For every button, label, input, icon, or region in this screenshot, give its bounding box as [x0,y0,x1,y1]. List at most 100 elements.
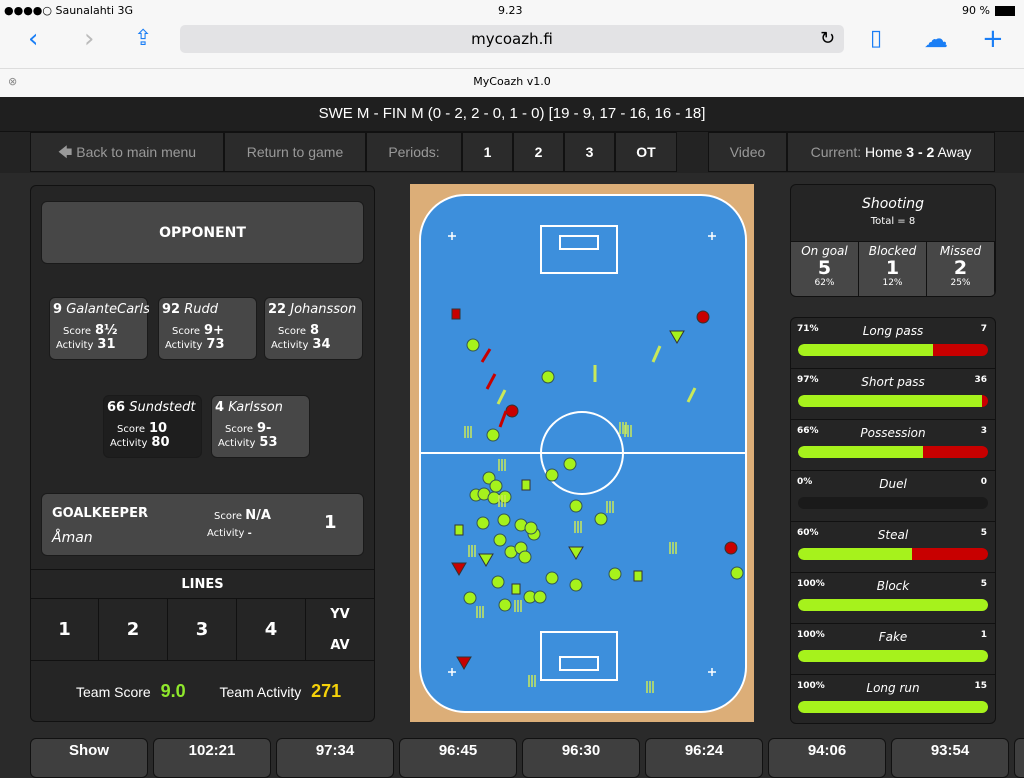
highlight-button[interactable]: 96:24 [645,738,763,778]
faceoff-dot[interactable] [708,232,716,240]
run-marker[interactable] [498,459,506,471]
rink-map[interactable] [410,184,754,722]
goalkeeper-card[interactable]: GOALKEEPER Åman Score N/A Activity - 1 [41,493,364,556]
highlight-button[interactable]: Show [30,738,148,778]
period-3-button[interactable]: 3 [564,132,615,172]
shot-blocked[interactable]: Blocked 1 12% [859,241,927,296]
event-marker[interactable] [608,567,622,581]
pass-arrow[interactable] [485,373,497,390]
square-marker[interactable] [521,479,531,491]
faceoff-dot[interactable] [448,668,456,676]
highlight-button[interactable]: 97:34 [276,738,394,778]
bookmarks-icon[interactable]: ▯ [870,26,883,51]
close-tab-icon[interactable]: ⊗ [8,75,18,88]
triangle-marker[interactable] [478,553,494,567]
event-marker[interactable] [487,491,501,505]
event-marker[interactable] [518,550,532,564]
event-marker[interactable] [476,516,490,530]
square-marker[interactable] [451,308,461,320]
event-marker[interactable] [545,468,559,482]
run-marker[interactable] [476,606,484,618]
event-marker-red[interactable] [724,541,738,555]
forward-icon[interactable]: › [84,24,95,54]
run-marker[interactable] [574,521,582,533]
event-marker[interactable] [486,428,500,442]
line-4-button[interactable]: 4 [237,599,306,661]
highlight-button[interactable]: 93:54 [891,738,1009,778]
back-icon[interactable]: ‹ [28,24,39,54]
pass-arrow[interactable] [496,389,507,405]
square-marker[interactable] [511,583,521,595]
pass-arrow[interactable] [686,387,697,403]
triangle-marker[interactable] [669,330,685,344]
pass-arrow[interactable] [651,345,662,363]
event-marker[interactable] [463,591,477,605]
reload-icon[interactable]: ↻ [820,28,836,49]
square-marker[interactable] [454,524,464,536]
event-marker[interactable] [498,598,512,612]
run-marker[interactable] [619,422,627,434]
event-marker[interactable] [569,499,583,513]
run-marker[interactable] [468,545,476,557]
run-marker[interactable] [464,426,472,438]
pass-arrow[interactable] [480,348,492,363]
yv-button[interactable]: YV [330,607,350,622]
event-marker[interactable] [524,521,538,535]
triangle-marker-red[interactable] [456,656,472,670]
event-marker-red[interactable] [505,404,519,418]
line-2-button[interactable]: 2 [99,599,168,661]
share-icon[interactable]: ⇪ [134,26,153,51]
triangle-marker-red[interactable] [451,562,467,576]
run-marker[interactable] [646,681,654,693]
run-marker[interactable] [606,501,614,513]
tab-bar[interactable]: ⊗ MyCoazh v1.0 [0,68,1024,97]
run-marker[interactable] [498,495,506,507]
av-button[interactable]: AV [330,638,350,653]
event-marker[interactable] [493,533,507,547]
period-ot-button[interactable]: OT [615,132,677,172]
line-3-button[interactable]: 3 [168,599,237,661]
stat-row[interactable]: 0% Duel 0 [791,470,995,521]
event-marker[interactable] [533,590,547,604]
event-marker[interactable] [491,575,505,589]
back-to-main-menu-button[interactable]: 🡄 Back to main menu [30,132,224,172]
stat-row[interactable]: 71% Long pass 7 [791,318,995,368]
run-marker[interactable] [514,600,522,612]
faceoff-dot[interactable] [708,668,716,676]
line-1-button[interactable]: 1 [31,599,99,661]
shot-missed[interactable]: Missed 2 25% [927,241,995,296]
highlight-button[interactable]: 102:21 [153,738,271,778]
event-marker[interactable] [541,370,555,384]
faceoff-dot[interactable] [448,232,456,240]
run-marker[interactable] [624,425,632,437]
cloud-icon[interactable]: ☁ [924,25,948,53]
player-card[interactable]: 22 Johansson Score 8 Activity 34 [264,297,363,360]
pass-arrow[interactable] [498,410,508,428]
player-card[interactable]: 4 Karlsson Score 9- Activity 53 [211,395,310,458]
new-tab-icon[interactable]: + [982,24,1004,54]
highlight-button[interactable]: 94:06 [768,738,886,778]
run-marker[interactable] [528,675,536,687]
stat-row[interactable]: 97% Short pass 36 [791,368,995,419]
period-2-button[interactable]: 2 [513,132,564,172]
period-1-button[interactable]: 1 [462,132,513,172]
player-card[interactable]: 66 Sundstedt Score 10 Activity 80 [103,395,202,458]
event-marker[interactable] [594,512,608,526]
stat-row[interactable]: 60% Steal 5 [791,521,995,572]
highlight-button[interactable]: 96:45 [399,738,517,778]
player-card[interactable]: 92 Rudd Score 9+ Activity 73 [158,297,257,360]
shot-on-goal[interactable]: On goal 5 62% [791,241,859,296]
event-marker[interactable] [489,479,503,493]
video-button[interactable]: Video [708,132,787,172]
run-marker[interactable] [669,542,677,554]
stat-row[interactable]: 100% Fake 1 [791,623,995,674]
url-bar[interactable]: mycoazh.fi [180,25,844,53]
triangle-marker[interactable] [568,546,584,560]
stat-row[interactable]: 66% Possession 3 [791,419,995,470]
stat-row[interactable]: 100% Long run 15 [791,674,995,723]
stat-row[interactable]: 100% Block 5 [791,572,995,623]
opponent-button[interactable]: OPPONENT [41,201,364,264]
event-marker[interactable] [569,578,583,592]
return-to-game-button[interactable]: Return to game [224,132,366,172]
